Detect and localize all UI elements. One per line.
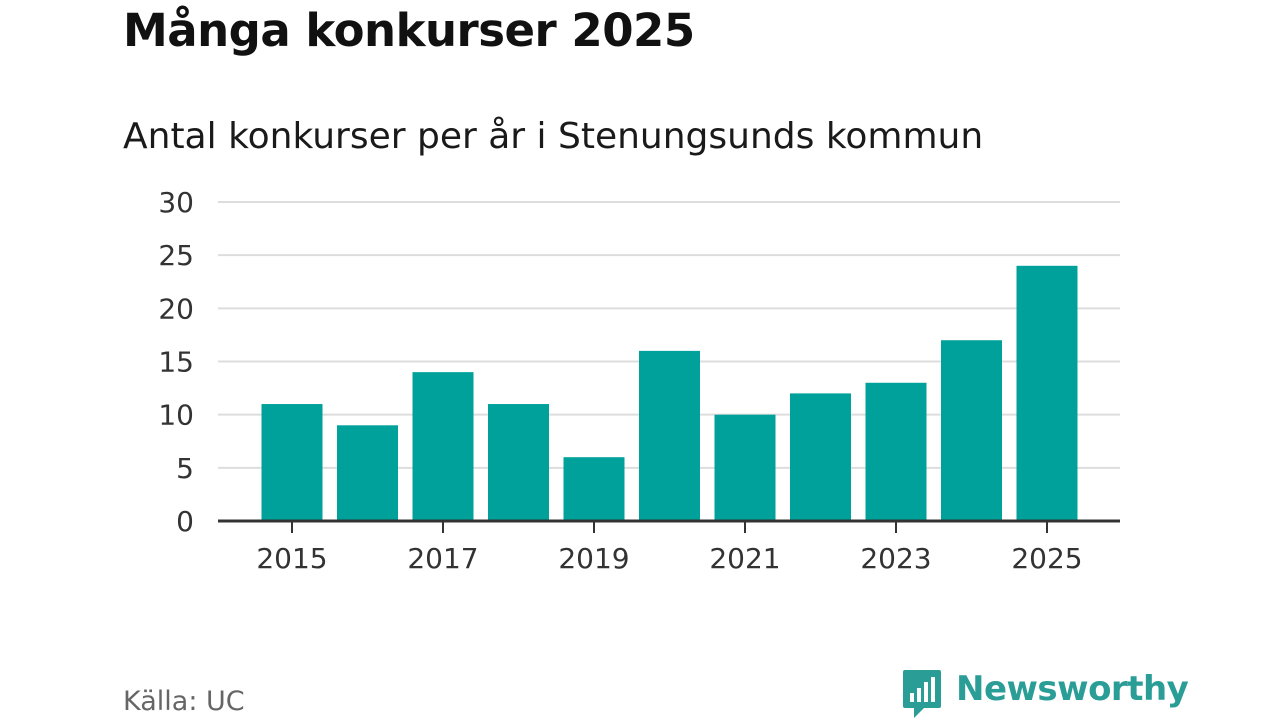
bar [865,382,927,521]
chart-title: Många konkurser 2025 [123,4,695,57]
bar [488,404,549,521]
bar-chart-speech-bubble-icon [903,670,941,718]
source-note: Källa: UC [123,686,245,717]
x-tick-label: 2017 [407,542,478,575]
bar [639,350,700,521]
y-tick-label: 0 [176,505,194,538]
y-axis-ticks: 0 5 10 15 20 25 30 [158,186,194,538]
bar [1016,265,1078,521]
bar [790,393,851,521]
y-tick-label: 15 [158,346,194,379]
x-tick-label: 2025 [1011,542,1082,575]
brand-logo: Newsworthy [902,668,1189,720]
bar [941,340,1002,521]
chart-subtitle: Antal konkurser per år i Stenungsunds ko… [123,116,984,157]
bar [563,457,625,521]
bar [261,404,323,521]
bar [412,372,474,521]
y-tick-label: 20 [158,292,194,325]
y-tick-label: 30 [158,186,194,219]
brand-name: Newsworthy [956,669,1189,709]
y-tick-label: 10 [158,399,194,432]
x-tick-label: 2015 [256,542,327,575]
y-tick-label: 25 [158,239,194,272]
bar [337,425,398,521]
x-tick-label: 2023 [860,542,931,575]
bars [261,265,1078,521]
x-tick-label: 2021 [709,542,780,575]
x-tick-label: 2019 [558,542,629,575]
bar [714,414,776,521]
x-axis-ticks: 2015 2017 2019 2021 2023 2025 [256,521,1083,575]
y-tick-label: 5 [176,452,194,485]
